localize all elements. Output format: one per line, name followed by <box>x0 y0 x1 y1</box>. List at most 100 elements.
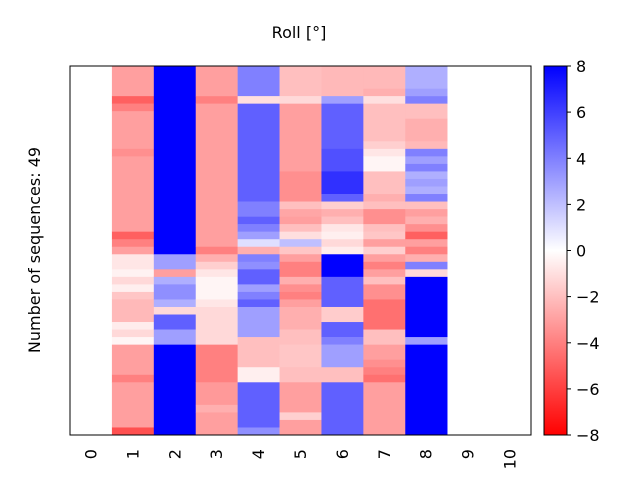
heatmap-cell-col7-0 <box>363 66 406 89</box>
heatmap-cell-col3-3 <box>195 246 238 255</box>
colorbar-tick-label-3: 2 <box>576 195 586 214</box>
heatmap-cell-col4-13 <box>237 291 280 300</box>
heatmap-cell-col5-5 <box>279 209 322 217</box>
heatmap-cell-col8-17 <box>405 231 448 240</box>
heatmap-cell-col4-6 <box>237 231 280 240</box>
heatmap-cell-col8-13 <box>405 201 448 210</box>
heatmap-cell-col4-16 <box>237 337 280 368</box>
heatmap-cell-col4-11 <box>237 269 280 285</box>
heatmap-cell-col2-6 <box>153 306 197 315</box>
heatmap-cell-col3-10 <box>195 344 238 383</box>
heatmap-cell-col8-3 <box>405 103 448 120</box>
heatmap-cell-col7-19 <box>363 284 406 300</box>
heatmap-cells <box>111 66 448 436</box>
y-axis-label: Number of sequences: 49 <box>25 147 44 353</box>
heatmap-cell-col1-21 <box>111 427 155 436</box>
heatmap-cell-col8-16 <box>405 224 448 232</box>
heatmap-cell-col5-21 <box>279 382 322 413</box>
heatmap-cell-col4-3 <box>237 201 280 217</box>
heatmap-cell-col2-7 <box>153 314 197 330</box>
heatmap-cell-col2-3 <box>153 276 197 285</box>
heatmap-cell-col7-9 <box>363 201 406 210</box>
heatmap-cell-col7-17 <box>363 269 406 278</box>
heatmap-cell-col6-11 <box>321 239 364 248</box>
heatmap-cell-col8-21 <box>405 261 448 270</box>
heatmap-cell-col7-8 <box>363 194 406 202</box>
heatmap-cell-col2-9 <box>153 344 197 436</box>
x-axis-ticks: 0 1 2 3 4 5 6 7 8 9 10 <box>82 449 520 469</box>
heatmap-cell-col5-16 <box>279 299 322 308</box>
heatmap-cell-col5-19 <box>279 344 322 368</box>
heatmap-cell-col8-2 <box>405 96 448 104</box>
heatmap-cell-col6-12 <box>321 246 364 255</box>
heatmap-cell-col4-10 <box>237 261 280 270</box>
x-tick-label-1: 1 <box>123 449 142 459</box>
heatmap-cell-col5-1 <box>279 96 322 104</box>
heatmap-cell-col4-4 <box>237 216 280 225</box>
heatmap-cell-col5-20 <box>279 367 322 383</box>
heatmap-cell-col1-0 <box>111 66 155 97</box>
x-tick-label-2: 2 <box>165 449 184 459</box>
heatmap-cell-col8-15 <box>405 216 448 225</box>
heatmap-cell-col7-26 <box>363 382 406 436</box>
heatmap-cell-col8-23 <box>405 276 448 338</box>
heatmap-cell-col7-12 <box>363 231 406 240</box>
heatmap-cell-col7-20 <box>363 299 406 330</box>
heatmap-cell-col7-6 <box>363 156 406 172</box>
heatmap-cell-col4-17 <box>237 367 280 383</box>
heatmap-cell-col6-20 <box>321 382 364 436</box>
heatmap-cell-col4-14 <box>237 299 280 308</box>
x-tick-label-6: 6 <box>333 449 352 459</box>
chart-title: Roll [°] <box>272 23 327 42</box>
heatmap-cell-col7-14 <box>363 246 406 255</box>
heatmap-cell-col8-20 <box>405 254 448 263</box>
x-tick-label-7: 7 <box>375 449 394 459</box>
heatmap-cell-col6-7 <box>321 209 364 217</box>
heatmap-cell-col1-19 <box>111 374 155 383</box>
heatmap-cell-col2-2 <box>153 269 197 278</box>
colorbar-tick-label-6: −4 <box>576 334 600 353</box>
heatmap-cell-col6-1 <box>321 96 364 104</box>
heatmap-cell-col5-13 <box>279 276 322 285</box>
heatmap-cell-col1-11 <box>111 276 155 285</box>
heatmap-cell-col1-18 <box>111 344 155 376</box>
heatmap-cell-col7-24 <box>363 367 406 376</box>
heatmap-cell-col4-2 <box>237 103 280 202</box>
heatmap-cell-col7-21 <box>363 329 406 345</box>
heatmap-cell-col5-14 <box>279 284 322 293</box>
heatmap-cell-col8-0 <box>405 66 448 89</box>
heatmap-cell-col7-1 <box>363 88 406 97</box>
heatmap-cell-col8-19 <box>405 246 448 255</box>
x-tick-label-4: 4 <box>249 449 268 459</box>
heatmap-cell-col3-1 <box>195 96 238 104</box>
x-tick-label-8: 8 <box>417 449 436 459</box>
heatmap-cell-col7-10 <box>363 209 406 225</box>
heatmap-cell-col6-0 <box>321 66 364 97</box>
heatmap-cell-col1-17 <box>111 337 155 345</box>
heatmap-cell-col8-4 <box>405 118 448 142</box>
heatmap-cell-col7-11 <box>363 224 406 232</box>
heatmap-cell-col4-18 <box>237 382 280 428</box>
heatmap-cell-col5-6 <box>279 216 322 225</box>
heatmap-cell-col5-15 <box>279 291 322 300</box>
heatmap-cell-col5-8 <box>279 231 322 240</box>
heatmap-cell-col5-10 <box>279 246 322 255</box>
heatmap-cell-col2-0 <box>153 66 197 255</box>
plot-frame <box>69 65 532 436</box>
heatmap-cell-col8-12 <box>405 194 448 202</box>
colorbar-tick-label-2: 4 <box>576 149 586 168</box>
colorbar-tick-label-4: 0 <box>576 242 586 261</box>
heatmap-cell-col5-17 <box>279 306 322 330</box>
heatmap-cell-col3-8 <box>195 299 238 308</box>
heatmap-cell-col8-5 <box>405 141 448 150</box>
heatmap-cell-col1-6 <box>111 231 155 240</box>
heatmap-cell-col3-7 <box>195 276 238 300</box>
heatmap-cell-col6-19 <box>321 367 364 383</box>
heatmap-cell-col1-7 <box>111 239 155 248</box>
heatmap-cell-col8-14 <box>405 209 448 217</box>
heatmap-cell-col8-24 <box>405 337 448 345</box>
colorbar <box>543 65 568 436</box>
heatmap-cell-col4-0 <box>237 66 280 97</box>
heatmap-cell-col3-5 <box>195 261 238 270</box>
colorbar-tick-label-7: −6 <box>576 380 600 399</box>
